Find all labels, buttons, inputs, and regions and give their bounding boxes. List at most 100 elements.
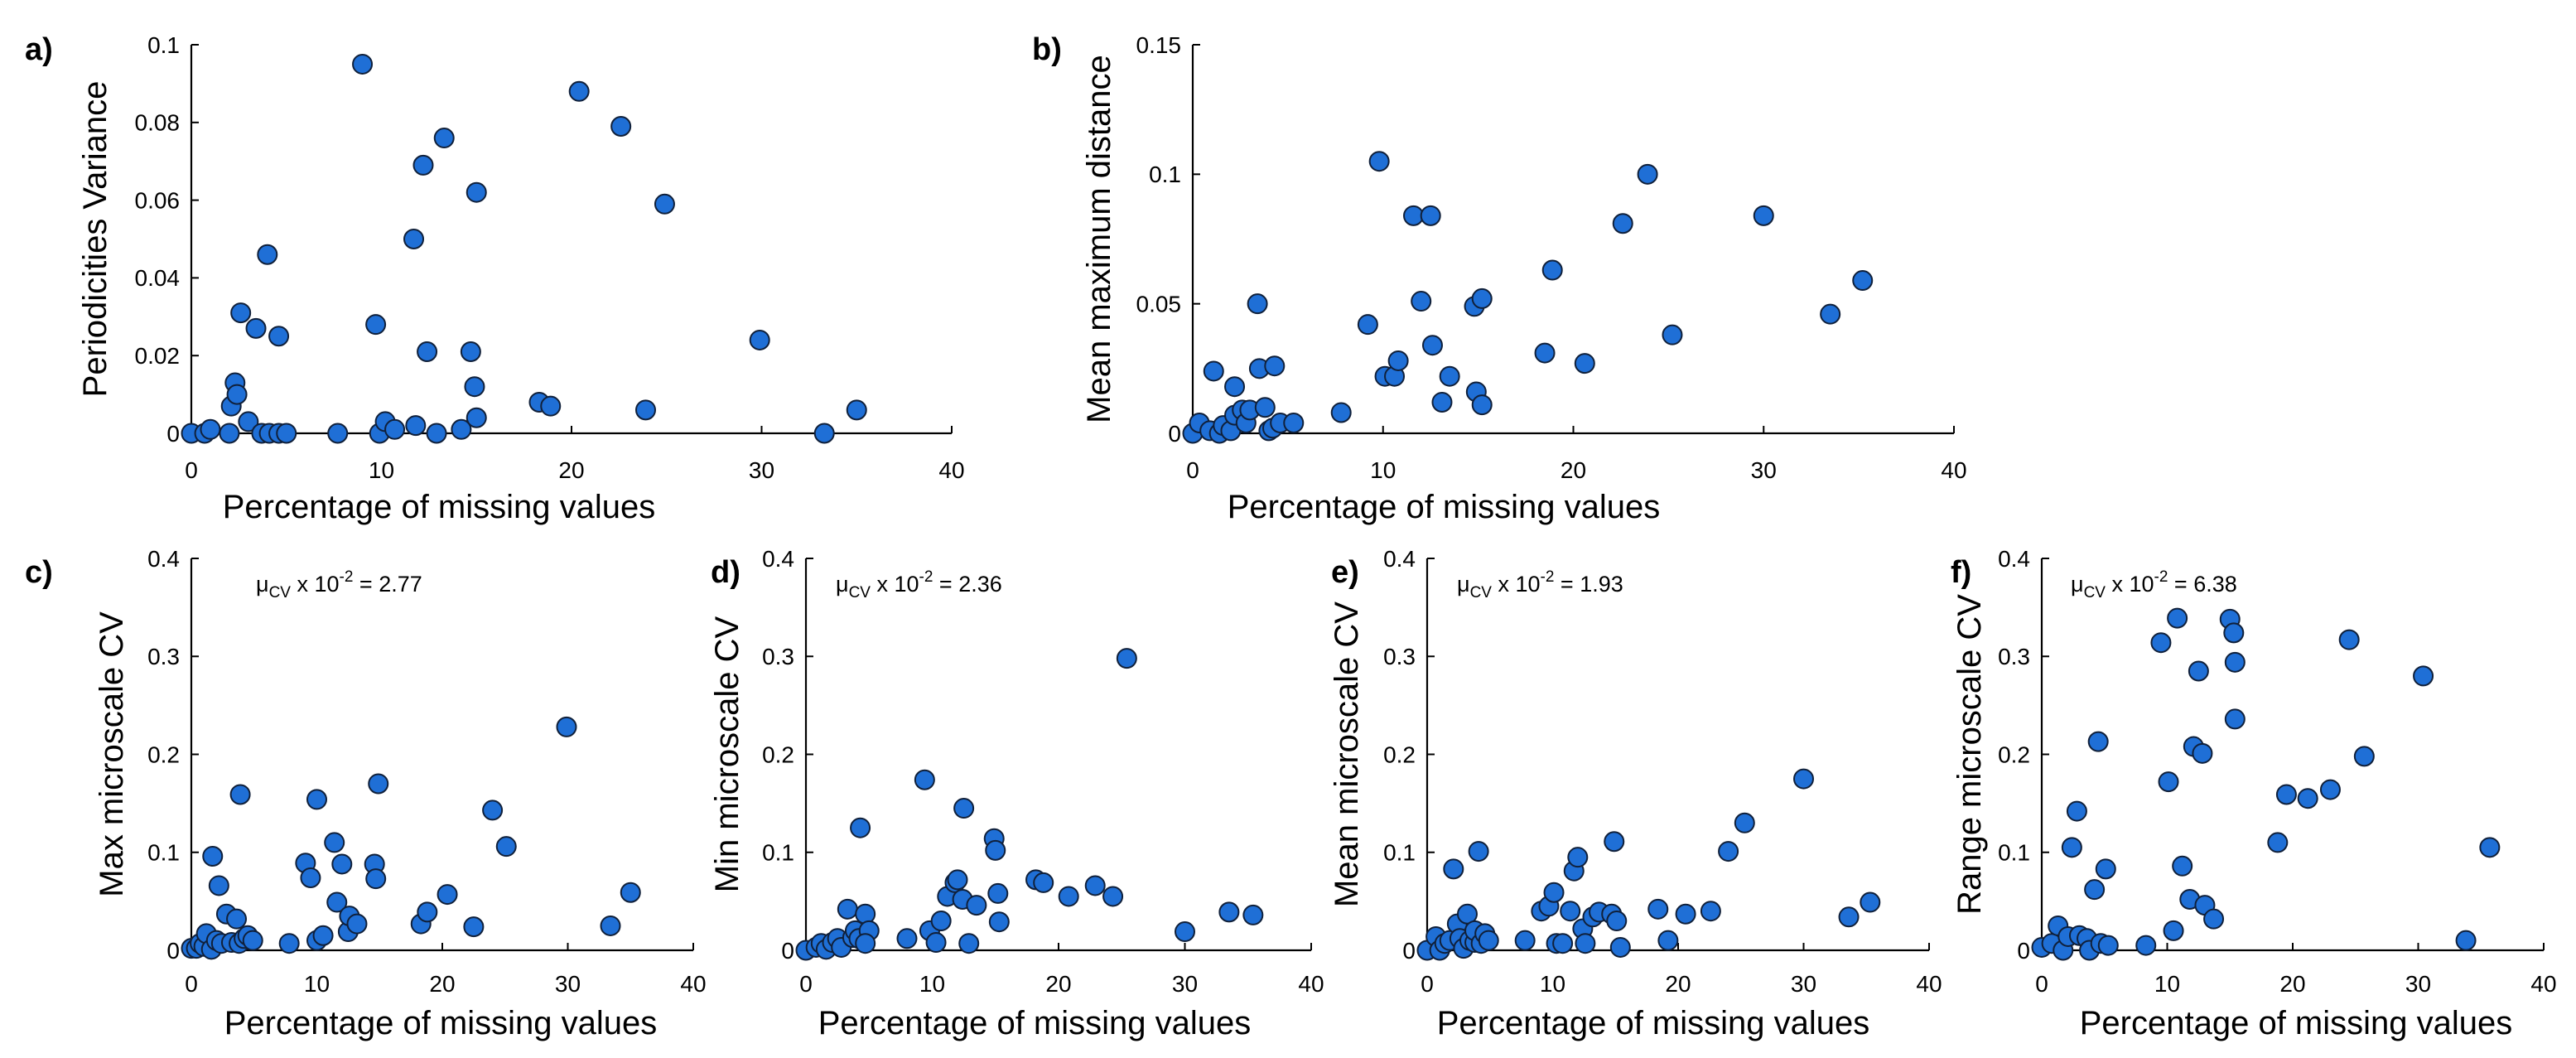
data-point [245,317,267,339]
y-tick-label: 0.06 [135,187,181,213]
data-point [495,836,517,858]
data-point [2353,746,2375,767]
data-point [326,891,348,913]
y-tick-label: 0 [1168,421,1181,447]
data-point [914,769,935,790]
data-point [226,384,248,405]
data-point [2223,622,2245,644]
x-tick-label: 40 [938,457,964,483]
x-tick-label: 10 [1540,971,1565,997]
y-tick-label: 0.1 [762,840,794,866]
x-axis-label: Percentage of missing values [1228,489,1661,525]
data-point [417,341,438,363]
x-tick-label: 20 [429,971,455,997]
y-axis-label: Range microscale CV [1951,594,1988,915]
panel-label: b) [1032,32,1062,67]
data-point [635,399,657,421]
y-axis-label: Mean maximum distance [1081,55,1117,423]
data-point [1543,882,1565,903]
data-point [2066,800,2087,822]
panel-label: a) [25,32,53,67]
y-tick-label: 0.4 [1383,546,1416,572]
y-axis-label: Min microscale CV [709,616,745,892]
x-tick-label: 30 [749,457,774,483]
data-point [540,395,562,417]
x-tick-label: 20 [2279,971,2305,997]
y-tick-label: 0.02 [135,343,181,369]
x-tick-label: 20 [1045,971,1071,997]
data-point [2319,779,2341,800]
y-tick-label: 0.4 [1998,546,2030,572]
data-point [2224,708,2246,730]
y-tick-label: 0.2 [147,742,180,767]
data-point [2167,607,2188,629]
y-tick-label: 0.2 [1998,742,2030,767]
annotation-times: x 10 [291,572,340,597]
y-tick-label: 0.1 [147,32,180,58]
data-point [278,933,300,954]
data-point [2061,837,2082,858]
y-tick-label: 0.05 [1136,291,1182,316]
annotation-subscript: CV [1470,584,1493,601]
x-tick-label: 0 [799,971,813,997]
data-point [463,916,485,938]
data-point [1860,891,1881,913]
data-point [426,423,447,444]
panel-d: d) 0 10 20 30 40 0 0.1 0.2 0.3 0.4 Percentage of mi… [709,546,1324,1041]
data-point [1403,205,1425,226]
data-point [300,867,321,888]
x-tick-label: 10 [919,971,945,997]
data-point [1662,324,1683,345]
data-point [1357,314,1378,336]
x-tick-label: 10 [1370,457,1396,483]
data-point [1420,205,1441,226]
data-point [1283,412,1305,433]
data-point [2224,651,2246,673]
y-tick-label: 0 [166,421,180,447]
annotation-mu: μ [1457,572,1470,597]
data-point [1734,812,1755,833]
data-point [749,329,770,350]
data-point [1675,903,1696,925]
y-tick-label: 0.3 [1383,644,1416,669]
x-tick-label: 30 [1172,971,1198,997]
data-point [368,773,389,795]
data-point [464,376,485,398]
data-point [1330,402,1352,423]
data-point [600,915,621,936]
data-point [1604,831,1625,853]
data-point [2135,935,2157,956]
data-point [1224,376,1246,398]
x-tick-label: 20 [1561,457,1586,483]
data-point [1753,205,1774,226]
data-point [966,895,987,916]
x-tick-label: 30 [1791,971,1816,997]
data-point [1718,841,1739,862]
x-tick-label: 0 [1186,457,1199,483]
x-tick-label: 20 [558,457,584,483]
data-point [1218,901,1240,923]
data-point [1102,886,1124,907]
data-point [1560,901,1581,922]
data-point [846,399,867,421]
data-point [346,913,368,935]
data-point [327,423,349,444]
data-point [2413,665,2434,687]
data-point [2172,855,2193,877]
data-point [1368,151,1390,172]
y-tick-label: 0 [1402,938,1416,964]
mean-cv-annotation: μCV x 10-2 = 2.36 [836,568,1002,601]
data-point [654,193,675,215]
data-point [1838,906,1860,928]
data-point [1254,397,1276,418]
data-point [958,933,980,954]
data-point [2455,930,2477,951]
annotation-times: x 10 [2106,572,2154,597]
data-point [2297,788,2318,809]
x-tick-label: 0 [1421,971,1434,997]
data-point [2158,771,2179,793]
y-tick-label: 0.3 [1998,644,2030,669]
data-point [855,933,876,954]
x-axis-label: Percentage of missing values [2080,1005,2513,1041]
